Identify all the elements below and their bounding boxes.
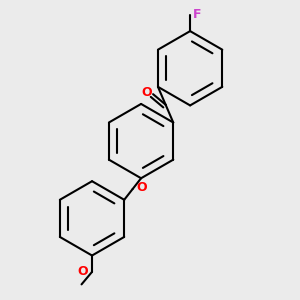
Text: O: O [141, 86, 152, 99]
Text: F: F [193, 8, 202, 21]
Text: O: O [78, 266, 88, 278]
Text: O: O [136, 181, 147, 194]
